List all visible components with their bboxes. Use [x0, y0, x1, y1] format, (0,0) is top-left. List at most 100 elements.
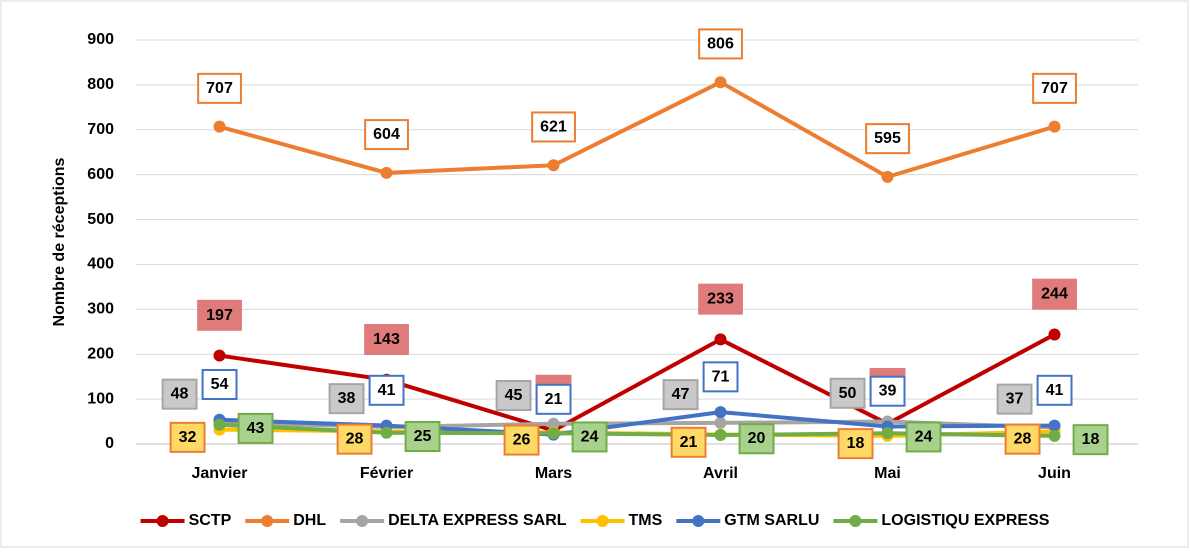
data-label-bg: [368, 374, 405, 406]
data-point: [881, 427, 894, 440]
data-label-bg: [364, 324, 409, 356]
data-label: 25: [414, 428, 432, 445]
y-tick-label: 0: [105, 435, 114, 452]
data-label-bg: [698, 28, 743, 60]
data-label-bg: [328, 383, 365, 415]
y-tick-label: 800: [87, 76, 114, 93]
x-tick-label: Avril: [703, 465, 738, 482]
data-label: 806: [707, 35, 734, 52]
legend-label: SCTP: [189, 512, 232, 529]
data-label: 18: [1082, 431, 1100, 448]
data-label: 41: [1046, 382, 1064, 399]
data-label-bg: [829, 377, 866, 409]
data-label: 24: [581, 428, 599, 445]
data-label: 707: [1041, 80, 1068, 97]
data-label-box: 54: [201, 368, 238, 400]
y-tick-label: 700: [87, 121, 114, 138]
legend-marker: [156, 515, 169, 527]
data-point: [1048, 419, 1061, 432]
legend-label: LOGISTIQU EXPRESS: [881, 512, 1049, 529]
data-point: [380, 426, 393, 439]
legend-marker: [261, 515, 274, 527]
data-point: [547, 427, 560, 440]
data-label: 32: [179, 429, 197, 446]
data-label-box: 26: [503, 424, 540, 456]
legend-item: LOGISTIQU EXPRESS: [833, 512, 1050, 529]
legend-label: TMS: [629, 512, 663, 529]
data-label: 707: [206, 80, 233, 97]
data-point: [714, 76, 727, 89]
y-axis-label: Nombre de réceptions: [51, 157, 68, 326]
data-label-box: 18: [837, 428, 874, 460]
data-label-bg: [161, 378, 198, 410]
data-label-bg: [404, 420, 441, 453]
data-label: 28: [346, 431, 364, 448]
data-label-box: 595: [865, 123, 910, 155]
data-label: 28: [1014, 431, 1032, 448]
data-label-box: 24: [905, 421, 942, 453]
data-label-box: 41: [368, 374, 405, 406]
data-label-box: 39: [869, 375, 906, 407]
data-label-bg: [1032, 72, 1077, 104]
data-label: 38: [338, 390, 356, 407]
data-label-box: 244: [1032, 278, 1077, 310]
data-label-bg: [535, 383, 572, 415]
data-label-bg: [201, 368, 238, 400]
legend-item: SCTP: [140, 512, 232, 529]
data-label: 45: [505, 387, 523, 404]
data-label: 233: [707, 291, 734, 308]
data-label-bg: [571, 421, 608, 453]
y-tick-label: 200: [87, 345, 114, 362]
data-label-box: 604: [364, 119, 409, 151]
x-tick-label: Mai: [874, 465, 901, 482]
data-label: 21: [680, 434, 698, 451]
data-label-box: 28: [336, 423, 373, 455]
data-label-bg: [1036, 374, 1073, 406]
data-label-box: 25: [404, 420, 441, 453]
x-tick-label: Mars: [535, 465, 572, 482]
y-tick-label: 500: [87, 211, 114, 228]
data-label-box: 21: [535, 383, 572, 415]
y-tick-label: 600: [87, 166, 114, 183]
y-tick-label: 300: [87, 301, 114, 318]
data-point: [1048, 328, 1061, 341]
data-label-bg: [503, 424, 540, 456]
data-label-box: 18: [1072, 424, 1109, 456]
data-label-box: 28: [1004, 423, 1041, 455]
legend-marker: [849, 515, 862, 527]
x-tick-label: Février: [360, 465, 413, 482]
data-label-box: 621: [531, 111, 576, 143]
data-label-box: 71: [702, 361, 739, 393]
data-label-box: 24: [571, 421, 608, 453]
data-label: 21: [545, 391, 563, 408]
data-label-bg: [905, 421, 942, 453]
data-label-bg: [702, 361, 739, 393]
data-label-bg: [662, 379, 699, 411]
data-label: 26: [513, 432, 531, 449]
data-label-box: 143: [364, 324, 409, 356]
series-line: [218, 80, 1056, 179]
data-label: 39: [879, 383, 897, 400]
data-point: [213, 120, 226, 133]
data-label-bg: [495, 380, 532, 412]
data-label: 244: [1041, 286, 1068, 303]
data-point: [547, 417, 560, 430]
data-label-bg: [1004, 423, 1041, 455]
data-label: 48: [171, 386, 189, 403]
legend-item: DHL: [245, 512, 326, 529]
legend-marker: [596, 515, 609, 527]
data-point: [380, 166, 393, 179]
legend-label: DHL: [293, 512, 326, 529]
legend-label: GTM SARLU: [724, 512, 819, 529]
series-line: [219, 332, 1056, 433]
data-label-bg: [1032, 278, 1077, 310]
data-label-bg: [698, 283, 743, 315]
data-point: [1048, 429, 1061, 442]
data-label-bg: [837, 428, 874, 460]
data-label-box: 45: [495, 380, 532, 412]
data-label-box: 707: [197, 72, 242, 104]
data-label: 50: [839, 385, 857, 402]
data-point: [547, 159, 560, 172]
